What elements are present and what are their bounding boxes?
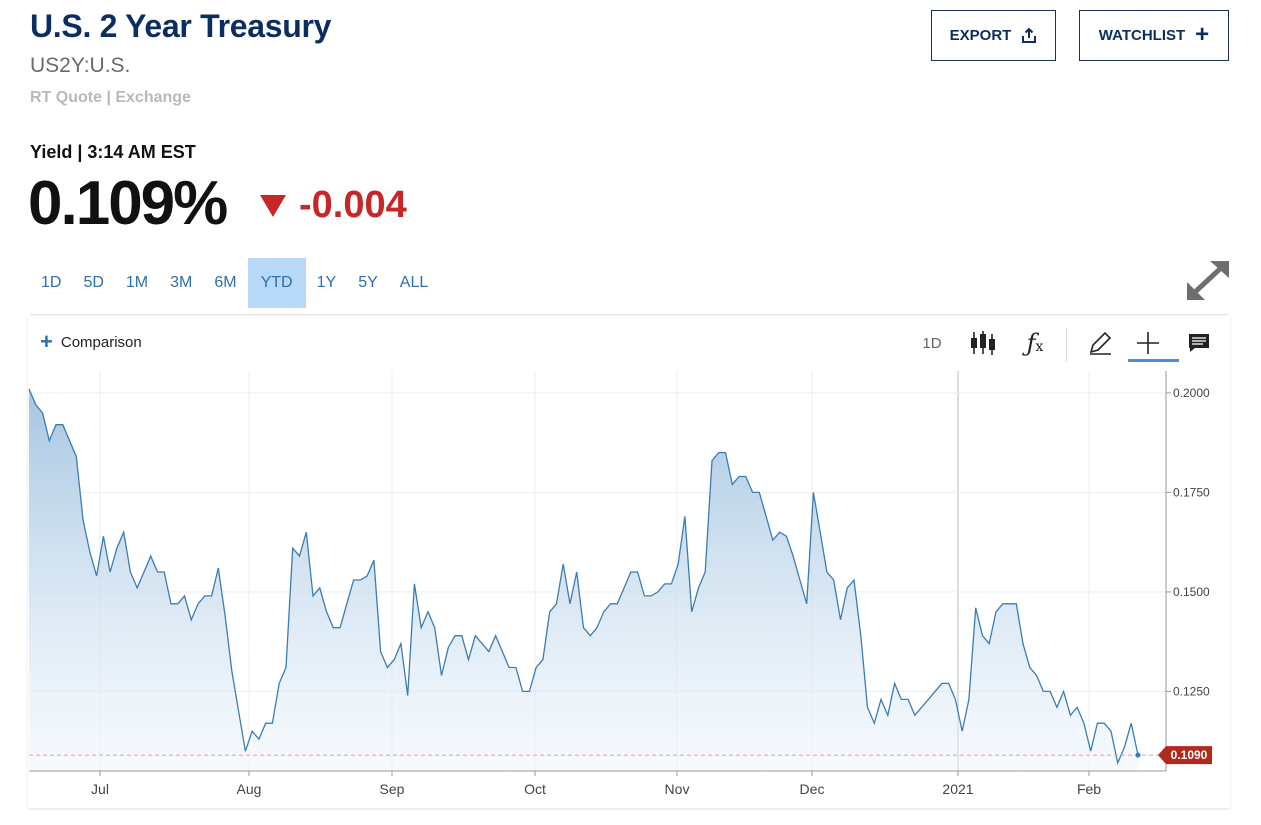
pencil-icon (1089, 331, 1112, 355)
crosshair-button[interactable] (1128, 326, 1168, 360)
tab-1y[interactable]: 1Y (316, 274, 337, 291)
divider (30, 314, 1229, 315)
interval-selector[interactable]: 1D (922, 334, 942, 352)
x-tick-label: Sep (380, 781, 405, 797)
plus-icon: + (40, 329, 53, 354)
tab-1m[interactable]: 1M (125, 274, 149, 291)
x-tick-label: Feb (1077, 781, 1101, 797)
last-price-badge-label: 0.1090 (1171, 748, 1208, 762)
x-tick-label: Dec (800, 781, 825, 797)
down-arrow-icon (260, 195, 286, 217)
tab-all[interactable]: ALL (399, 274, 429, 291)
draw-button[interactable] (1085, 326, 1115, 360)
yield-timestamp: Yield | 3:14 AM EST (30, 142, 196, 162)
candlestick-icon (971, 331, 995, 355)
x-tick-label: Oct (524, 781, 546, 797)
watchlist-label: WATCHLIST (1098, 27, 1186, 44)
comparison-button[interactable]: + Comparison (40, 331, 142, 353)
price-change: -0.004 (299, 184, 407, 226)
series-area (29, 388, 1138, 771)
candlestick-button[interactable] (967, 326, 999, 360)
range-tabs: 1D 5D 1M 3M 6M YTD 1Y 5Y ALL (30, 258, 439, 308)
crosshair-icon (1137, 332, 1159, 354)
tab-3m[interactable]: 3M (170, 274, 193, 291)
expand-icon[interactable] (1185, 258, 1231, 302)
last-price: 0.109% (28, 169, 228, 238)
share-upload-icon (1022, 27, 1037, 43)
y-tick-label: 0.1250 (1173, 684, 1210, 698)
y-tick-label: 0.1500 (1173, 585, 1210, 599)
active-tool-indicator (1128, 359, 1179, 362)
tab-6m[interactable]: 6M (214, 274, 237, 291)
tab-5y[interactable]: 5Y (358, 274, 378, 291)
fx-indicator-button[interactable]: ƒx (1017, 326, 1053, 360)
x-tick-label: Jul (91, 781, 109, 797)
annotation-icon (1189, 334, 1209, 352)
x-tick-label: Aug (237, 781, 262, 797)
tab-1d[interactable]: 1D (41, 274, 62, 291)
annotation-button[interactable] (1184, 326, 1214, 360)
tab-5d[interactable]: 5D (83, 274, 104, 291)
watchlist-button[interactable]: WATCHLIST + (1079, 10, 1229, 61)
ticker-symbol: US2Y:U.S. (30, 54, 131, 77)
export-label: EXPORT (949, 27, 1012, 44)
series-line (28, 388, 1139, 766)
plus-icon: + (1195, 20, 1210, 48)
tab-ytd[interactable]: YTD (247, 258, 306, 308)
y-tick-label: 0.2000 (1173, 386, 1210, 400)
comparison-label: Comparison (60, 333, 142, 351)
x-tick-label: Nov (665, 781, 690, 797)
last-point-marker (1135, 752, 1141, 758)
x-tick-label: 2021 (942, 781, 973, 797)
toolbar-divider (1066, 328, 1067, 362)
fx-indicator-icon: ƒx (1026, 329, 1044, 357)
page-title: U.S. 2 Year Treasury (30, 8, 332, 44)
last-price-badge (1158, 746, 1212, 765)
y-tick-label: 0.1750 (1173, 485, 1210, 499)
quote-source: RT Quote | Exchange (30, 89, 191, 106)
export-button[interactable]: EXPORT (931, 10, 1056, 61)
